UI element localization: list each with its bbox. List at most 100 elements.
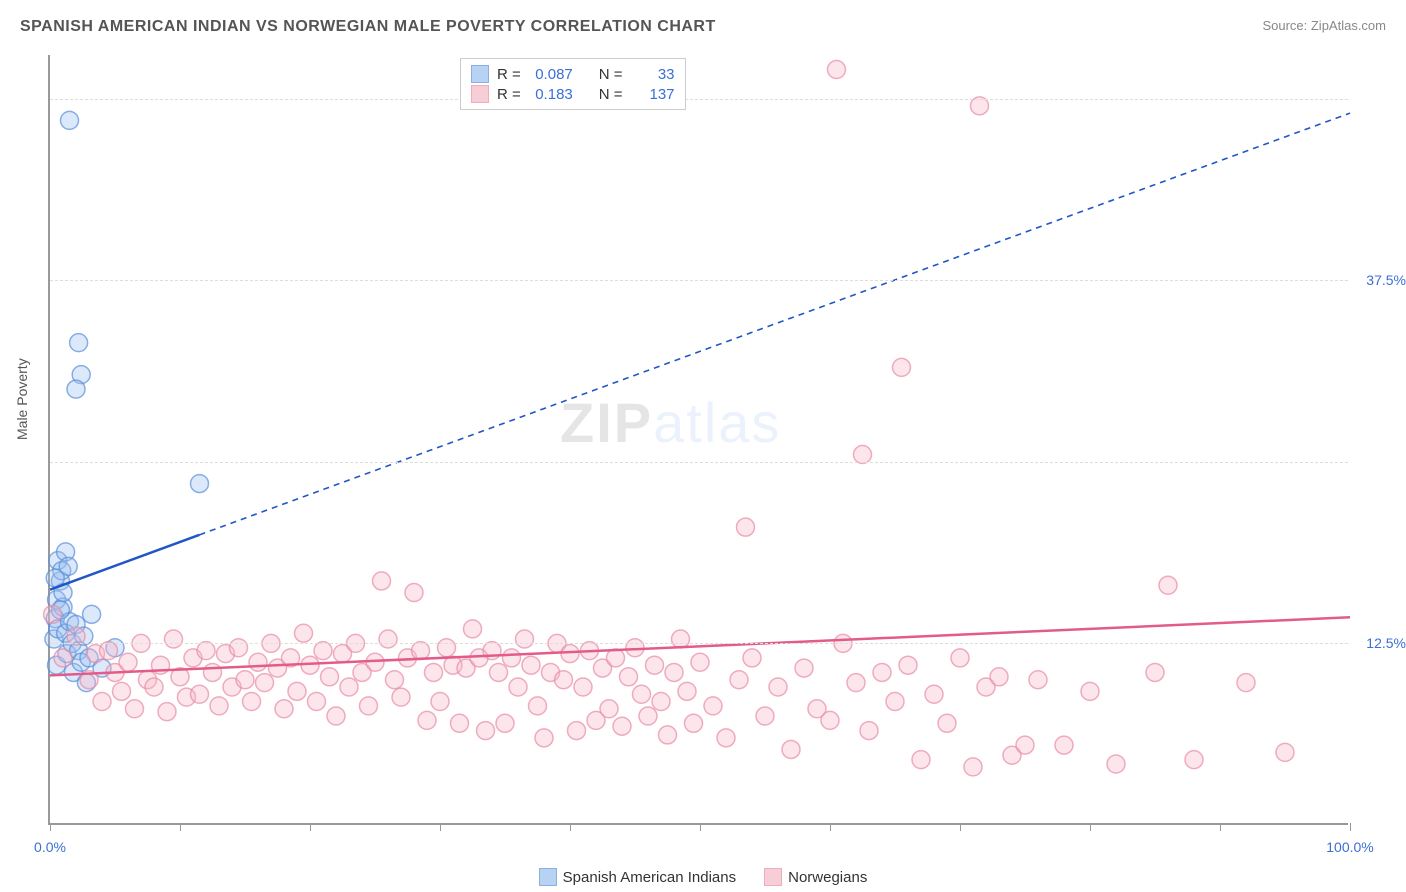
stats-legend: R =0.087N =33R =0.183N =137	[460, 58, 686, 110]
source-credit: Source: ZipAtlas.com	[1262, 18, 1386, 33]
scatter-point	[373, 572, 391, 590]
scatter-point	[113, 682, 131, 700]
x-tick-label: 0.0%	[34, 839, 66, 855]
scatter-point	[620, 668, 638, 686]
x-tick	[1090, 823, 1091, 831]
scatter-point	[964, 758, 982, 776]
scatter-point	[230, 639, 248, 657]
scatter-point	[44, 605, 62, 623]
legend-label: Spanish American Indians	[563, 869, 736, 886]
scatter-point	[67, 380, 85, 398]
scatter-point	[633, 685, 651, 703]
scatter-point	[256, 674, 274, 692]
scatter-point	[386, 671, 404, 689]
scatter-point	[360, 697, 378, 715]
x-tick	[50, 823, 51, 831]
scatter-point	[899, 656, 917, 674]
legend-item: Norwegians	[764, 868, 867, 886]
scatter-point	[1185, 751, 1203, 769]
y-tick-label: 37.5%	[1366, 272, 1406, 288]
scatter-point	[93, 693, 111, 711]
scatter-point	[119, 653, 137, 671]
scatter-point	[886, 693, 904, 711]
scatter-point	[83, 605, 101, 623]
stats-legend-row: R =0.183N =137	[471, 85, 675, 103]
scatter-point	[321, 668, 339, 686]
scatter-point	[236, 671, 254, 689]
scatter-point	[847, 674, 865, 692]
x-tick	[570, 823, 571, 831]
scatter-point	[70, 334, 88, 352]
scatter-point	[925, 685, 943, 703]
gridline	[50, 643, 1348, 644]
scatter-point	[555, 671, 573, 689]
scatter-point	[828, 61, 846, 79]
scatter-point	[821, 711, 839, 729]
scatter-point	[613, 717, 631, 735]
plot-svg	[50, 55, 1348, 823]
scatter-point	[938, 714, 956, 732]
x-tick	[830, 823, 831, 831]
scatter-point	[860, 722, 878, 740]
scatter-point	[327, 707, 345, 725]
scatter-point	[756, 707, 774, 725]
scatter-point	[737, 518, 755, 536]
scatter-point	[574, 678, 592, 696]
legend-swatch	[471, 85, 489, 103]
scatter-point	[490, 663, 508, 681]
scatter-point	[158, 703, 176, 721]
scatter-point	[509, 678, 527, 696]
scatter-point	[652, 693, 670, 711]
r-value: 0.183	[529, 86, 573, 103]
scatter-point	[691, 653, 709, 671]
scatter-point	[61, 111, 79, 129]
scatter-point	[204, 663, 222, 681]
scatter-point	[678, 682, 696, 700]
scatter-point	[607, 649, 625, 667]
x-tick	[960, 823, 961, 831]
scatter-point	[464, 620, 482, 638]
scatter-point	[912, 751, 930, 769]
scatter-point	[1081, 682, 1099, 700]
legend-swatch	[764, 868, 782, 886]
r-label: R =	[497, 86, 521, 103]
scatter-point	[1276, 743, 1294, 761]
chart-container: SPANISH AMERICAN INDIAN VS NORWEGIAN MAL…	[0, 0, 1406, 892]
scatter-point	[893, 358, 911, 376]
scatter-point	[522, 656, 540, 674]
source-name: ZipAtlas.com	[1311, 18, 1386, 33]
scatter-point	[717, 729, 735, 747]
scatter-point	[54, 649, 72, 667]
n-label: N =	[599, 86, 623, 103]
scatter-point	[295, 624, 313, 642]
scatter-point	[743, 649, 761, 667]
scatter-point	[392, 688, 410, 706]
scatter-point	[1029, 671, 1047, 689]
scatter-point	[685, 714, 703, 732]
scatter-point	[1146, 663, 1164, 681]
gridline	[50, 280, 1348, 281]
scatter-point	[665, 663, 683, 681]
scatter-point	[59, 557, 77, 575]
scatter-point	[191, 475, 209, 493]
source-prefix: Source:	[1262, 18, 1310, 33]
y-axis-label: Male Poverty	[14, 358, 30, 440]
scatter-point	[769, 678, 787, 696]
n-value: 33	[631, 66, 675, 83]
scatter-point	[873, 663, 891, 681]
legend-label: Norwegians	[788, 869, 867, 886]
n-label: N =	[599, 66, 623, 83]
scatter-point	[379, 630, 397, 648]
scatter-point	[210, 697, 228, 715]
scatter-point	[145, 678, 163, 696]
scatter-point	[275, 700, 293, 718]
scatter-point	[191, 685, 209, 703]
scatter-point	[431, 693, 449, 711]
scatter-point	[126, 700, 144, 718]
scatter-point	[659, 726, 677, 744]
scatter-point	[405, 584, 423, 602]
r-value: 0.087	[529, 66, 573, 83]
scatter-point	[1016, 736, 1034, 754]
scatter-point	[1159, 576, 1177, 594]
scatter-point	[165, 630, 183, 648]
